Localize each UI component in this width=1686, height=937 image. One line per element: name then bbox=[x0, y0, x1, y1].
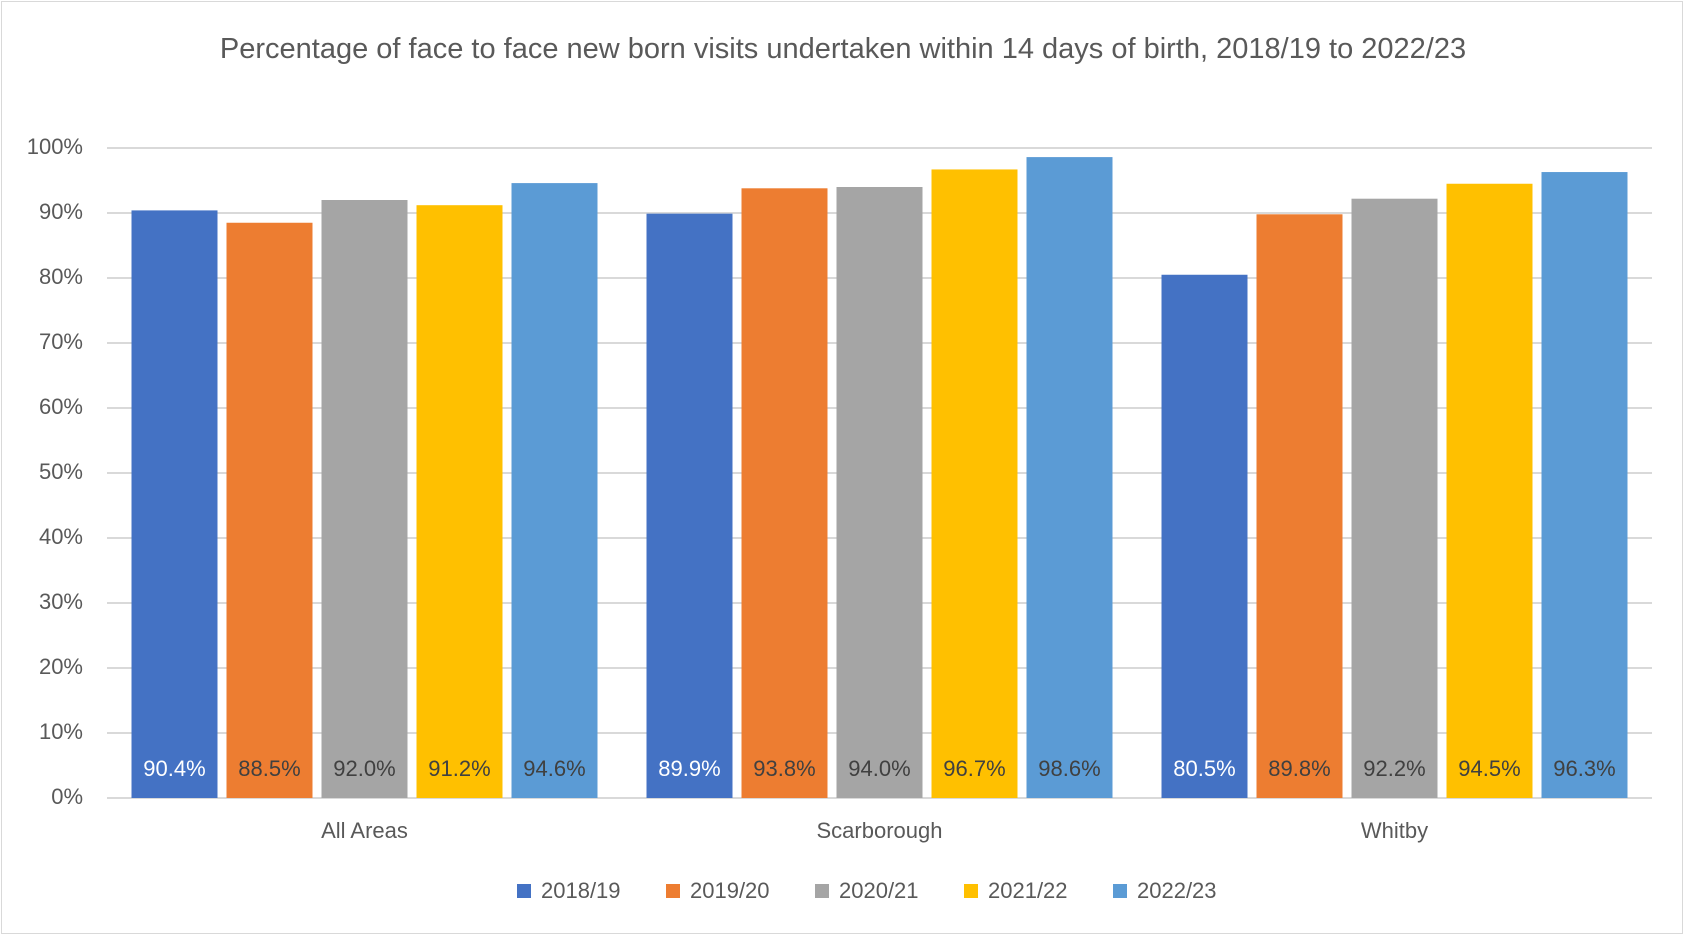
legend-swatch bbox=[964, 884, 978, 898]
x-tick-label: Scarborough bbox=[817, 818, 943, 843]
bar bbox=[511, 183, 598, 799]
y-tick-label: 80% bbox=[39, 264, 83, 289]
legend-swatch bbox=[517, 884, 531, 898]
legend-swatch bbox=[666, 884, 680, 898]
x-tick-label: All Areas bbox=[321, 818, 408, 843]
data-label: 89.8% bbox=[1268, 756, 1330, 781]
data-label: 89.9% bbox=[658, 756, 720, 781]
y-tick-label: 90% bbox=[39, 199, 83, 224]
bar bbox=[836, 187, 923, 798]
bar bbox=[1161, 274, 1248, 798]
legend-label: 2019/20 bbox=[690, 878, 770, 903]
bar bbox=[741, 188, 828, 799]
y-tick-label: 30% bbox=[39, 589, 83, 614]
y-tick-label: 10% bbox=[39, 719, 83, 744]
data-label: 93.8% bbox=[753, 756, 815, 781]
y-tick-label: 0% bbox=[51, 784, 83, 809]
data-label: 94.5% bbox=[1458, 756, 1520, 781]
data-label: 98.6% bbox=[1038, 756, 1100, 781]
data-label: 94.6% bbox=[523, 756, 585, 781]
x-tick-label: Whitby bbox=[1361, 818, 1428, 843]
bar bbox=[416, 205, 503, 798]
data-label: 92.0% bbox=[333, 756, 395, 781]
bar bbox=[931, 169, 1018, 798]
y-tick-label: 60% bbox=[39, 394, 83, 419]
bar bbox=[131, 210, 218, 798]
bar bbox=[321, 200, 408, 798]
y-tick-label: 70% bbox=[39, 329, 83, 354]
bar bbox=[1446, 183, 1533, 798]
bar bbox=[1351, 198, 1438, 798]
bar bbox=[226, 222, 313, 798]
legend-label: 2022/23 bbox=[1137, 878, 1217, 903]
data-label: 80.5% bbox=[1173, 756, 1235, 781]
y-tick-label: 40% bbox=[39, 524, 83, 549]
data-label: 90.4% bbox=[143, 756, 205, 781]
y-tick-label: 50% bbox=[39, 459, 83, 484]
bar bbox=[1541, 172, 1628, 799]
y-tick-label: 100% bbox=[27, 134, 83, 159]
legend-label: 2020/21 bbox=[839, 878, 919, 903]
bar bbox=[1256, 214, 1343, 799]
chart-title: Percentage of face to face new born visi… bbox=[219, 33, 1467, 65]
data-label: 96.7% bbox=[943, 756, 1005, 781]
legend-label: 2018/19 bbox=[541, 878, 621, 903]
data-label: 94.0% bbox=[848, 756, 910, 781]
data-label: 91.2% bbox=[428, 756, 490, 781]
data-label: 88.5% bbox=[238, 756, 300, 781]
legend-swatch bbox=[1113, 884, 1127, 898]
legend-label: 2021/22 bbox=[988, 878, 1068, 903]
legend-swatch bbox=[815, 884, 829, 898]
bar bbox=[646, 213, 733, 798]
bar bbox=[1026, 157, 1113, 799]
data-label: 96.3% bbox=[1553, 756, 1615, 781]
data-label: 92.2% bbox=[1363, 756, 1425, 781]
y-tick-label: 20% bbox=[39, 654, 83, 679]
